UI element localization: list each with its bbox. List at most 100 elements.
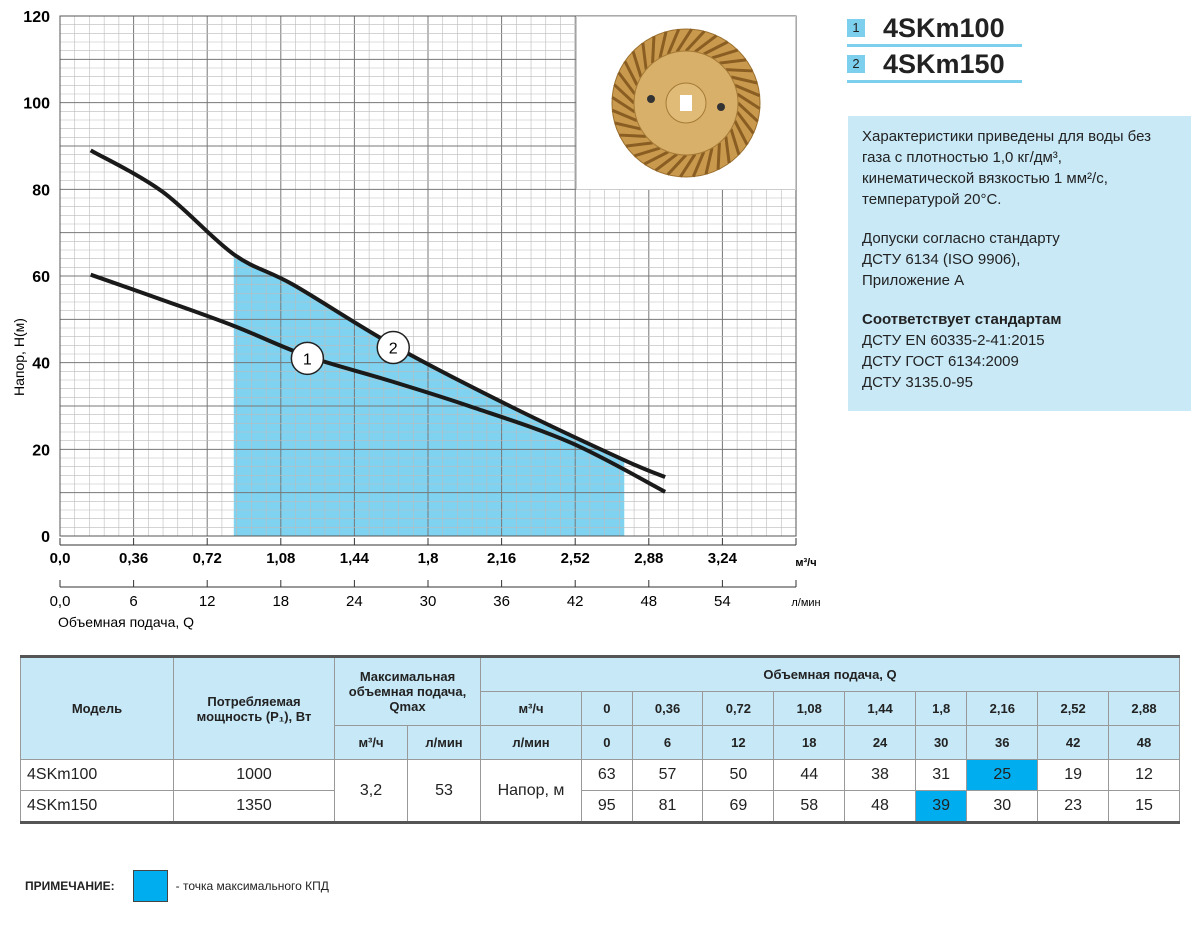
impeller-photo	[576, 16, 796, 190]
x-tick-label-m3h: 1,44	[340, 550, 370, 567]
cell-head: 30	[966, 790, 1039, 823]
y-tick-label: 0	[41, 529, 50, 546]
x-tick-label-lmin: 12	[199, 593, 216, 610]
cell-power: 1000	[173, 759, 335, 791]
curve-label: 1	[303, 351, 312, 368]
curve-label-marker	[290, 341, 325, 376]
th-flow-lmin: 42	[1037, 725, 1110, 760]
x-tick-label-m3h: 1,08	[266, 550, 295, 567]
cell-qmax-lmin: 53	[407, 759, 481, 823]
th-flow-m3h: 0	[581, 691, 633, 726]
info-fluid: Характеристики приведены для воды без га…	[862, 128, 1151, 208]
line: ДСТУ EN 60335-2-41:2015	[862, 332, 1045, 349]
blade	[643, 150, 669, 166]
x-tick-label-m3h: 2,16	[487, 550, 516, 567]
standards-title: Соответствует стандартам	[862, 311, 1062, 328]
th-power: Потребляемая мощность (P₁), Вт	[173, 656, 335, 760]
blade	[703, 40, 729, 56]
x-tick-label-lmin: 48	[640, 593, 657, 610]
cell-head: 48	[844, 790, 916, 823]
th-flow-lmin: 18	[773, 725, 846, 760]
impeller-image	[611, 28, 761, 178]
th-qmax: Максимальная объемная подача, Qmax	[334, 656, 481, 726]
th-flow-lmin: 36	[966, 725, 1039, 760]
cell-head: 39	[914, 790, 968, 823]
blade	[666, 28, 681, 55]
line: ДСТУ 6134 (ISO 9906),	[862, 251, 1021, 268]
blade	[631, 50, 643, 78]
x-tick-label-lmin: 36	[493, 593, 510, 610]
cell-head: 38	[844, 759, 916, 791]
x-tick-label-m3h: 0,0	[50, 550, 71, 567]
legend-item-2: 2 4SKm150	[847, 48, 1022, 83]
legend-item-1: 1 4SKm100	[847, 12, 1022, 47]
blade	[730, 75, 758, 85]
x-unit-m3h: м³/ч	[795, 557, 816, 569]
cell-head: 50	[702, 759, 775, 791]
th-unit: л/мин	[480, 725, 582, 760]
table-row: 4SKm100 1000 3,2 53 Напор, м 63 57 50 44 38 31 25 19…	[20, 759, 1180, 823]
highlight-swatch	[132, 870, 168, 902]
x-tick-label-m3h: 2,52	[561, 550, 590, 567]
x-tick-label-lmin: 24	[346, 593, 363, 610]
legend-name: 4SKm150	[883, 48, 1005, 79]
x-tick-label-m3h: 2,88	[634, 550, 663, 567]
cell-head-label: Напор, м	[480, 759, 582, 823]
cell-head: 57	[631, 759, 704, 791]
blade	[691, 151, 706, 178]
blade	[651, 36, 656, 64]
th-flow-m3h: 2,52	[1037, 691, 1110, 726]
cell-head: 23	[1037, 790, 1110, 823]
th-model: Модель	[20, 656, 174, 760]
cell-head: 58	[773, 790, 846, 823]
blade	[725, 68, 753, 73]
th-flow-lmin: 48	[1108, 725, 1180, 760]
line: Допуски согласно стандарту	[862, 230, 1060, 247]
info-standards: Соответствует стандартам ДСТУ EN 60335-2-…	[862, 309, 1177, 393]
x-axis-label: Объемная подача, Q	[58, 614, 194, 630]
x-tick-label-lmin: 0,0	[50, 593, 71, 610]
th-flow-m3h: 1,8	[914, 691, 968, 726]
th-qmax-lmin: л/мин	[407, 725, 481, 760]
blade	[716, 142, 721, 170]
x-tick-label-lmin: 42	[567, 593, 584, 610]
legend-num: 1	[847, 19, 865, 37]
th-flow-lmin: 24	[844, 725, 916, 760]
x-tick-label-m3h: 3,24	[708, 550, 738, 567]
blade	[736, 111, 755, 135]
blade	[724, 136, 731, 164]
spec-table: Модель Потребляемая мощность (P₁), Вт Ма…	[20, 655, 1180, 824]
blade	[633, 146, 661, 158]
cell-model: 4SKm100	[20, 759, 174, 791]
cell-model: 4SKm150	[20, 790, 174, 823]
cell-head: 63	[581, 759, 633, 791]
note: ПРИМЕЧАНИЕ: - точка максимального КПД	[25, 870, 329, 902]
blade	[729, 128, 741, 156]
blade	[614, 121, 642, 131]
efficiency-area	[233, 254, 625, 537]
cell-head: 31	[914, 759, 968, 791]
note-text: - точка максимального КПД	[175, 879, 329, 893]
y-tick-label: 120	[23, 9, 50, 26]
line: Приложение А	[862, 272, 965, 289]
cell-head: 44	[773, 759, 846, 791]
y-axis-label: Напор, H(м)	[11, 318, 27, 396]
th-flow-m3h: 1,44	[844, 691, 916, 726]
blade	[679, 153, 697, 178]
y-tick-label: 20	[32, 442, 50, 459]
x-tick-label-lmin: 6	[129, 593, 137, 610]
th-flow-m3h: 0,36	[631, 691, 704, 726]
info-tolerance: Допуски согласно стандарту ДСТУ 6134 (ISO…	[862, 228, 1177, 291]
blade	[734, 83, 761, 98]
plot-border	[59, 15, 797, 537]
line: ДСТУ ГОСТ 6134:2009	[862, 353, 1019, 370]
table-row: 4SKm150 1350 95 81 69 58 48 39 30 23 15	[20, 790, 1180, 823]
th-flow-m3h: 2,16	[966, 691, 1039, 726]
th-flow: Объемная подача, Q	[480, 656, 1180, 692]
x-unit-lmin: л/мин	[791, 597, 820, 609]
line: ДСТУ 3135.0-95	[862, 374, 973, 391]
y-tick-label: 80	[32, 182, 50, 199]
blade	[733, 120, 749, 146]
blade	[625, 141, 653, 148]
legend-num: 2	[847, 55, 865, 73]
